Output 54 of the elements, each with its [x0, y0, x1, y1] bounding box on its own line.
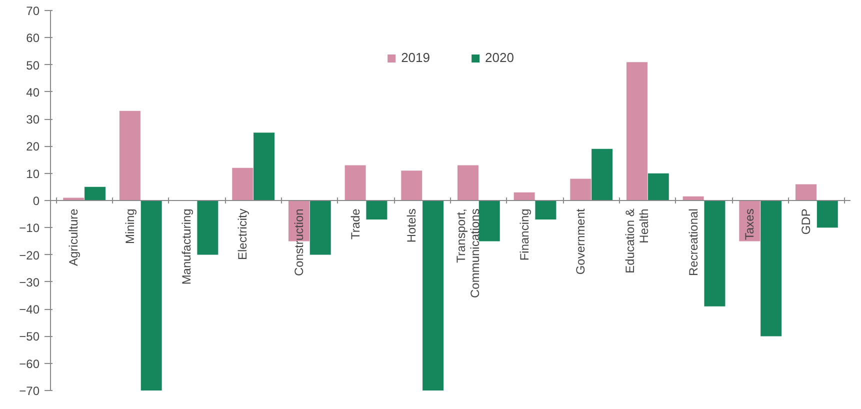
x-tick-label: Construction — [292, 208, 306, 276]
x-tick-label: Mining — [122, 208, 137, 244]
y-tick-label: −40 — [19, 302, 40, 317]
x-tick-label: Trade — [348, 208, 362, 240]
y-tick-label: 50 — [26, 58, 40, 72]
x-tick-label: Agriculture — [66, 208, 81, 266]
y-tick-label: 30 — [26, 112, 40, 127]
x-tick-label: Education & Health — [622, 208, 651, 274]
bar — [254, 132, 275, 200]
legend-label: 2020 — [485, 50, 514, 65]
bar — [535, 200, 556, 220]
y-tick-label: 40 — [26, 85, 40, 100]
bar — [422, 200, 444, 390]
bar — [760, 200, 782, 336]
x-tick-label: Manufacturing — [179, 208, 194, 285]
bar — [626, 62, 648, 200]
bar — [570, 178, 592, 200]
bar — [592, 148, 613, 200]
bar — [84, 186, 106, 200]
bar — [197, 200, 218, 255]
x-tick-label: Transport, Communications — [454, 208, 482, 298]
y-tick-label: −10 — [19, 221, 40, 236]
bar — [816, 200, 838, 228]
y-tick-label: −70 — [19, 384, 40, 398]
bar — [366, 200, 388, 220]
bar — [310, 200, 331, 255]
bar — [457, 165, 478, 200]
y-tick-label: −20 — [19, 248, 40, 262]
x-tick-label: GDP — [798, 208, 813, 235]
x-tick-label: Government — [574, 208, 588, 275]
bar — [796, 184, 816, 200]
y-tick-label: −30 — [19, 275, 40, 290]
x-tick-label: Recreational — [686, 208, 700, 276]
bar — [140, 200, 162, 390]
y-tick-label: −60 — [19, 356, 40, 371]
bar — [514, 192, 535, 200]
bar — [648, 173, 669, 200]
bar — [704, 200, 726, 306]
y-tick-label: 10 — [26, 166, 40, 181]
y-tick-label: 0 — [32, 194, 40, 208]
bar — [401, 170, 422, 200]
legend-label: 2019 — [401, 50, 430, 65]
x-tick-label: Taxes — [742, 208, 757, 240]
y-tick-label: −50 — [19, 330, 40, 344]
y-tick-label: 20 — [26, 140, 40, 154]
x-tick-label: Hotels — [404, 208, 419, 243]
bar — [478, 200, 500, 242]
bar — [232, 168, 254, 200]
y-tick-label: 70 — [26, 4, 40, 18]
x-tick-label: Financing — [517, 208, 532, 261]
bar — [344, 165, 366, 200]
bar — [119, 110, 140, 200]
x-tick-label: Electricity — [236, 208, 250, 260]
y-tick-label: 60 — [26, 31, 40, 46]
